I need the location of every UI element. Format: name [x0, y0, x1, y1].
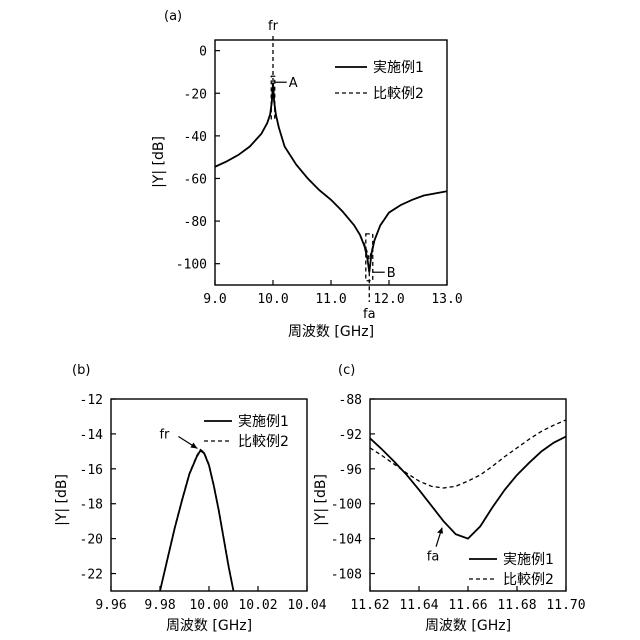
legend-label-c-0: 実施例1: [503, 552, 554, 568]
y-tick-label-b-4: -20: [80, 533, 103, 548]
y-tick-label-b-0: -12: [80, 393, 103, 408]
legend-label-b-1: 比較例2: [238, 434, 289, 450]
series-line-a-1: [215, 83, 447, 260]
annotations-c: fa: [427, 528, 443, 565]
x-tick-label-b-1: 9.98: [144, 598, 175, 613]
y-tick-label-a-1: -20: [184, 87, 207, 102]
x-tick-label-b-0: 9.96: [95, 598, 126, 613]
y-tick-label-a-3: -60: [184, 172, 207, 187]
y-tick-label-c-3: -100: [331, 498, 362, 513]
legend-label-b-0: 実施例1: [238, 414, 289, 430]
x-ticks-c: 11.62 11.64 11.66 11.68 11.70: [350, 586, 585, 613]
legend-label-a-0: 実施例1: [373, 60, 424, 76]
x-tick-label-a-1: 10.0: [257, 292, 288, 307]
chart-panel-b: (b) 9.96 9.98 10.00 10.02 10.04 -12 -14 -16 -18…: [54, 363, 327, 634]
panel-label-a: (a): [164, 9, 182, 24]
y-tick-label-c-5: -108: [331, 568, 362, 583]
box-label-b: B: [387, 266, 396, 281]
fa-label-c: fa: [427, 550, 440, 565]
fr-arrowhead-b: [190, 442, 197, 448]
series-c: [370, 420, 566, 539]
panel-label-c: (c): [338, 363, 355, 378]
legend-b: 実施例1 比較例2: [204, 414, 289, 450]
y-axis-label-a: |Y| [dB]: [151, 136, 167, 188]
y-tick-label-b-1: -14: [80, 428, 104, 443]
series-line-c-1: [370, 420, 566, 488]
legend-label-c-1: 比較例2: [503, 572, 554, 588]
y-tick-label-c-0: -88: [339, 393, 362, 408]
y-tick-label-c-2: -96: [339, 463, 362, 478]
series-line-c-0: [370, 437, 566, 539]
y-tick-label-a-0: 0: [199, 45, 207, 60]
series-b: [160, 450, 234, 591]
x-tick-label-b-3: 10.02: [238, 598, 277, 613]
x-tick-label-b-4: 10.04: [287, 598, 326, 613]
x-ticks-b: 9.96 9.98 10.00 10.02 10.04: [95, 586, 326, 613]
series-line-b-1: [160, 450, 234, 591]
x-tick-label-c-1: 11.64: [399, 598, 438, 613]
chart-panel-a: (a) 9.0 10.0 11.0 12.0 13.0 0 -20 -40 -60 -80 -10…: [151, 9, 463, 340]
series-line-a-0: [215, 83, 447, 273]
y-tick-label-a-5: -100: [176, 258, 207, 273]
fa-label-a: fa: [363, 307, 376, 322]
panel-label-b: (b): [72, 363, 90, 378]
y-tick-label-c-4: -104: [331, 533, 362, 548]
x-tick-label-c-3: 11.68: [497, 598, 536, 613]
plot-area-a: [215, 40, 447, 285]
x-tick-label-c-0: 11.62: [350, 598, 389, 613]
x-tick-label-c-4: 11.70: [546, 598, 585, 613]
series-line-b-0: [160, 450, 234, 591]
series-a: [215, 83, 447, 273]
x-ticks-a: 9.0 10.0 11.0 12.0 13.0: [203, 280, 462, 307]
fr-label-b: fr: [159, 427, 170, 442]
fa-arrowhead-c: [437, 528, 443, 534]
x-axis-label-c: 周波数 [GHz]: [425, 618, 511, 634]
chart-panel-c: (c) 11.6211.6411.6611.6811.70 -88-92-96-…: [313, 363, 586, 634]
y-tick-label-c-1: -92: [339, 428, 362, 443]
legend-c: 実施例1 比較例2: [469, 552, 554, 588]
fr-label-a: fr: [268, 19, 279, 34]
legend-a: 実施例1 比較例2: [335, 60, 424, 102]
x-tick-label-a-3: 12.0: [373, 292, 404, 307]
annotations-b: fr: [159, 427, 197, 448]
y-tick-label-b-5: -22: [80, 568, 103, 583]
legend-label-a-1: 比較例2: [373, 86, 424, 102]
x-axis-label-a: 周波数 [GHz]: [288, 324, 374, 340]
y-tick-label-a-2: -40: [184, 130, 207, 145]
y-ticks-c: -88 -92 -96 -100 -104 -108: [331, 393, 375, 583]
x-axis-label-b: 周波数 [GHz]: [166, 618, 252, 634]
x-tick-label-b-2: 10.00: [189, 598, 228, 613]
x-tick-label-c-2: 11.66: [448, 598, 487, 613]
x-tick-label-a-2: 11.0: [315, 292, 346, 307]
x-tick-label-a-4: 13.0: [431, 292, 462, 307]
y-tick-label-a-4: -80: [184, 215, 207, 230]
y-ticks-a: 0 -20 -40 -60 -80 -100: [176, 45, 220, 273]
x-tick-label-a-0: 9.0: [203, 292, 226, 307]
box-label-a: A: [289, 76, 298, 91]
y-axis-label-c: |Y| [dB]: [313, 474, 329, 526]
y-axis-label-b: |Y| [dB]: [54, 474, 70, 526]
y-tick-label-b-2: -16: [80, 463, 103, 478]
y-tick-label-b-3: -18: [80, 498, 103, 513]
